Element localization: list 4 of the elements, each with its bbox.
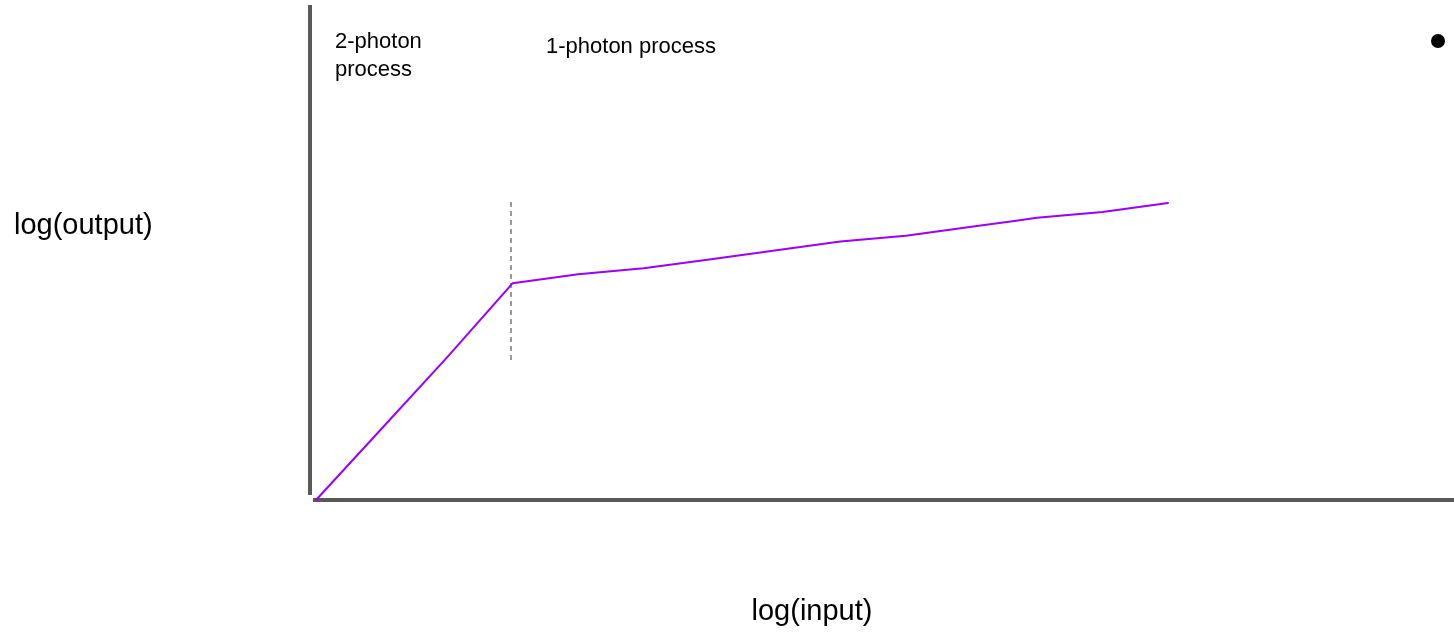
y-axis-title: log(output) [14,208,153,240]
text: 2-photon process [335,28,422,81]
text: 1-photon process [546,33,716,58]
x-axis-title: log(input) [751,594,873,626]
